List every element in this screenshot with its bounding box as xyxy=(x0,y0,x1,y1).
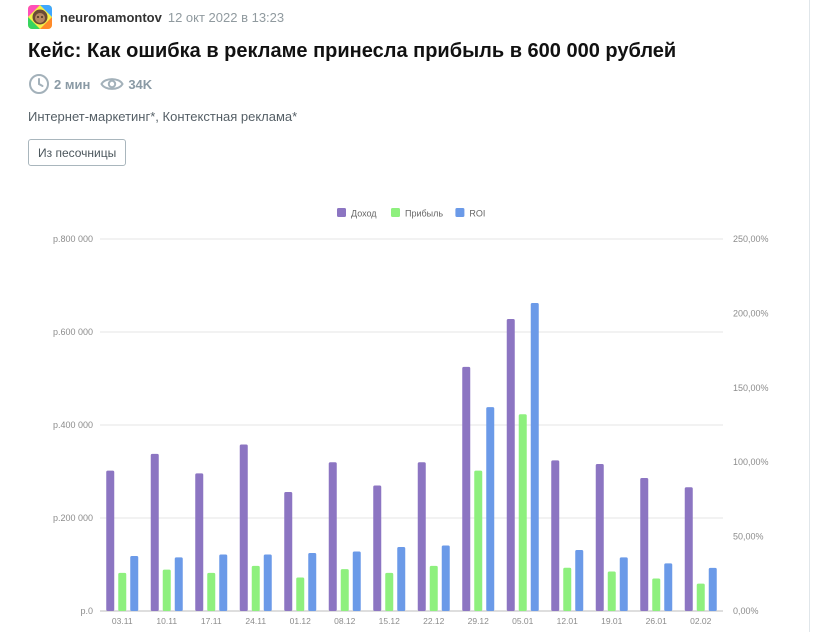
eye-icon xyxy=(100,78,124,90)
y-right-tick-label: 50,00% xyxy=(733,532,764,542)
bar-Доход xyxy=(417,462,426,611)
views-value: 34K xyxy=(128,76,153,92)
y-right-tick-label: 100,00% xyxy=(733,457,769,467)
chart: р.0 р.200 000 р.400 000 р.600 000 р.800 000 0… xyxy=(53,208,769,626)
bar-ROI xyxy=(708,567,717,611)
y-right-tick-label: 250,00% xyxy=(733,234,769,244)
x-tick-label: 19.01 xyxy=(601,616,623,626)
bar-ROI xyxy=(530,302,539,611)
chart-axis-labels: р.0 р.200 000 р.400 000 р.600 000 р.800 000 0… xyxy=(53,234,769,626)
bar-ROI xyxy=(174,557,183,611)
bar-ROI xyxy=(486,407,495,611)
x-tick-label: 10.11 xyxy=(156,616,177,626)
bar-Доход xyxy=(195,473,204,611)
y-left-tick-label: р.200 000 xyxy=(53,513,93,523)
bar-Доход xyxy=(150,453,159,611)
bar-Доход xyxy=(684,487,693,611)
post-title[interactable]: Кейс: Как ошибка в рекламе принесла приб… xyxy=(28,40,677,62)
y-left-tick-label: р.600 000 xyxy=(53,327,93,337)
bar-Прибыль xyxy=(696,583,705,611)
bar-Прибыль xyxy=(340,569,349,611)
x-tick-label: 12.01 xyxy=(557,616,579,626)
bar-Доход xyxy=(595,464,604,611)
hub-link-internet-marketing[interactable]: Интернет-маркетинг* xyxy=(28,109,156,124)
bar-ROI xyxy=(308,552,317,611)
legend-swatch xyxy=(455,208,465,217)
bar-Прибыль xyxy=(251,565,260,611)
x-tick-label: 29.12 xyxy=(468,616,490,626)
bar-Прибыль xyxy=(563,567,572,611)
sandbox-badge-button[interactable]: Из песочницы xyxy=(28,139,127,166)
x-tick-label: 24.11 xyxy=(245,616,266,626)
bar-Прибыль xyxy=(607,571,616,611)
bar-ROI xyxy=(397,547,406,611)
x-tick-label: 08.12 xyxy=(334,616,356,626)
post-date: 12 окт 2022 в 13:23 xyxy=(167,9,285,25)
bar-ROI xyxy=(441,545,450,611)
x-tick-label: 05.01 xyxy=(512,616,534,626)
chart-grid xyxy=(100,238,723,612)
x-tick-label: 26.01 xyxy=(646,616,668,626)
post-meta: 2 мин 34K xyxy=(28,72,152,96)
legend-label: Прибыль xyxy=(405,209,443,219)
y-left-tick-label: р.400 000 xyxy=(53,420,93,430)
bar-Прибыль xyxy=(118,572,127,611)
bar-Доход xyxy=(506,318,515,611)
hub-link-context-ads[interactable]: Контекстная реклама* xyxy=(162,109,298,124)
bar-Доход xyxy=(328,462,337,611)
author-name[interactable]: neuromamontov xyxy=(60,9,162,25)
legend-label: ROI xyxy=(469,209,485,219)
bar-Доход xyxy=(106,470,115,611)
bar-Прибыль xyxy=(207,572,216,611)
bar-Доход xyxy=(640,478,649,611)
bar-ROI xyxy=(352,551,361,611)
card-border xyxy=(809,0,810,632)
chart-bars xyxy=(106,302,717,611)
bar-Прибыль xyxy=(518,414,527,611)
bar-Прибыль xyxy=(162,569,171,611)
x-tick-label: 03.11 xyxy=(112,616,133,626)
bar-Прибыль xyxy=(474,470,483,611)
bar-Доход xyxy=(239,444,248,611)
bar-ROI xyxy=(664,563,673,611)
bar-ROI xyxy=(619,557,628,611)
legend-swatch xyxy=(337,208,346,217)
bar-Доход xyxy=(551,460,560,611)
bar-Доход xyxy=(284,491,293,611)
bar-Прибыль xyxy=(652,578,661,611)
legend-label: Доход xyxy=(351,209,377,219)
x-tick-label: 17.11 xyxy=(201,616,222,626)
x-tick-label: 02.02 xyxy=(690,616,712,626)
bar-ROI xyxy=(219,554,228,611)
y-right-tick-label: 0,00% xyxy=(733,606,759,616)
bar-Доход xyxy=(373,485,382,611)
x-tick-label: 22.12 xyxy=(423,616,445,626)
bar-ROI xyxy=(263,554,272,611)
bar-ROI xyxy=(130,555,139,611)
bar-Прибыль xyxy=(296,577,305,611)
bar-Прибыль xyxy=(385,572,394,611)
author-row: neuromamontov 12 окт 2022 в 13:23 xyxy=(28,4,284,30)
views-count: 34K xyxy=(100,73,152,95)
x-tick-label: 15.12 xyxy=(379,616,401,626)
legend-swatch xyxy=(391,208,400,217)
chart-legend: Доход Прибыль ROI xyxy=(337,208,485,219)
bar-Прибыль xyxy=(429,565,438,611)
reading-time-value: 2 мин xyxy=(54,76,91,92)
avatar[interactable] xyxy=(28,5,52,29)
reading-time: 2 мин xyxy=(28,73,90,95)
hubs-list: Интернет-маркетинг*, Контекстная реклама… xyxy=(28,109,297,124)
y-left-tick-label: р.800 000 xyxy=(53,234,93,244)
x-tick-label: 01.12 xyxy=(290,616,312,626)
y-left-tick-label: р.0 xyxy=(80,606,93,616)
y-right-tick-label: 150,00% xyxy=(733,383,769,393)
clock-icon xyxy=(29,74,49,94)
bar-Доход xyxy=(462,366,471,611)
hub-separator: , xyxy=(155,109,163,124)
bar-ROI xyxy=(575,549,584,611)
y-right-tick-label: 200,00% xyxy=(733,308,769,318)
